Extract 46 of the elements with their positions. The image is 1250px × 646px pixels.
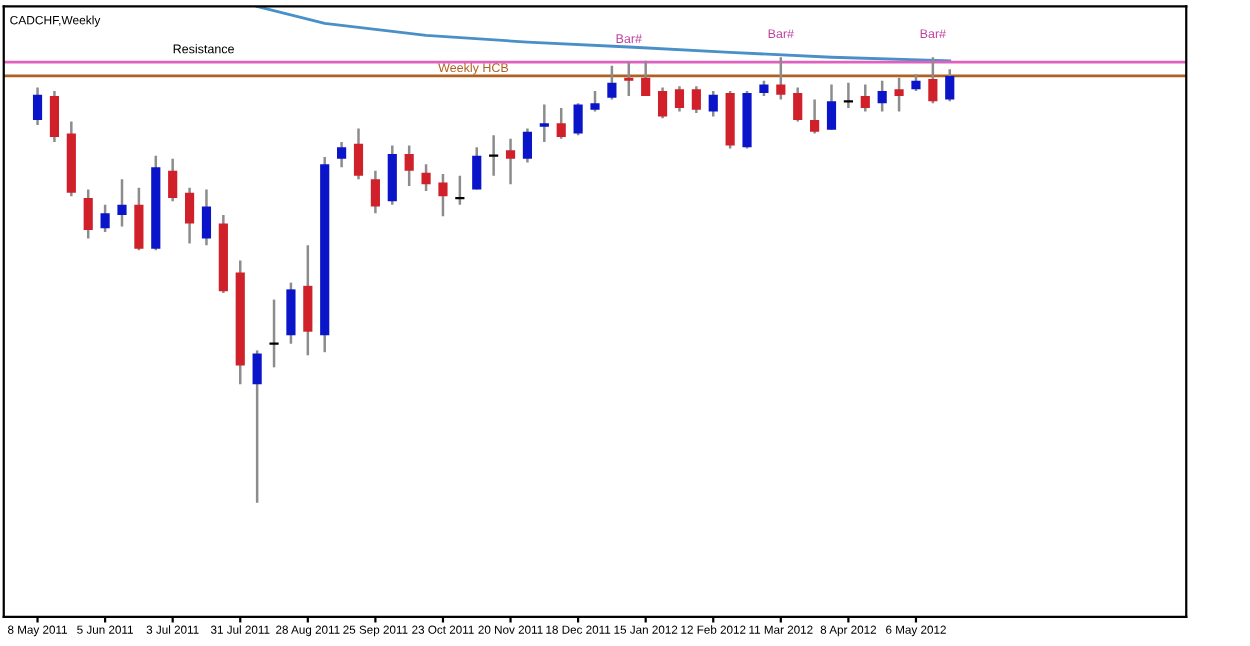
candlestick [945, 68, 955, 103]
candlestick [826, 83, 837, 132]
candlestick [370, 169, 380, 215]
candlestick [487, 133, 500, 178]
candlestick [505, 137, 516, 186]
candlestick [353, 127, 364, 181]
candlestick [404, 144, 414, 188]
candlestick [590, 89, 600, 113]
candlestick [268, 298, 280, 369]
candlestick [286, 281, 296, 345]
candlestick [573, 101, 583, 137]
candlestick [877, 79, 887, 113]
candlestick [168, 157, 178, 203]
candlestick [454, 174, 466, 206]
candlestick [810, 98, 820, 135]
candlestick [842, 81, 855, 110]
candlestick [100, 203, 110, 234]
candlestick [421, 162, 431, 193]
candlestick [252, 349, 262, 505]
candlestick [641, 59, 651, 98]
candlestick [32, 86, 43, 127]
candlestick [860, 83, 870, 113]
candlestick [472, 146, 482, 191]
candlestick [539, 103, 549, 144]
candlestick [201, 188, 212, 247]
candlestick [793, 86, 803, 123]
candlestick [708, 89, 718, 118]
candlestick [776, 56, 786, 101]
candlestick [83, 188, 93, 240]
candlestick [657, 86, 668, 120]
candlestick [117, 178, 127, 228]
candlestick [674, 84, 685, 113]
candlestick [337, 140, 347, 169]
candlestick [894, 76, 904, 113]
candlestick [556, 106, 566, 141]
candlestick [134, 186, 144, 252]
candlestick [387, 144, 397, 206]
candlestick [49, 89, 60, 144]
candlestick [928, 56, 938, 105]
candlestick [184, 186, 195, 245]
candlestick [522, 127, 533, 164]
candlestick [438, 172, 448, 218]
candlestick [624, 60, 634, 98]
candlestick [303, 244, 313, 357]
candlestick [607, 64, 617, 101]
candlestick [691, 84, 701, 115]
